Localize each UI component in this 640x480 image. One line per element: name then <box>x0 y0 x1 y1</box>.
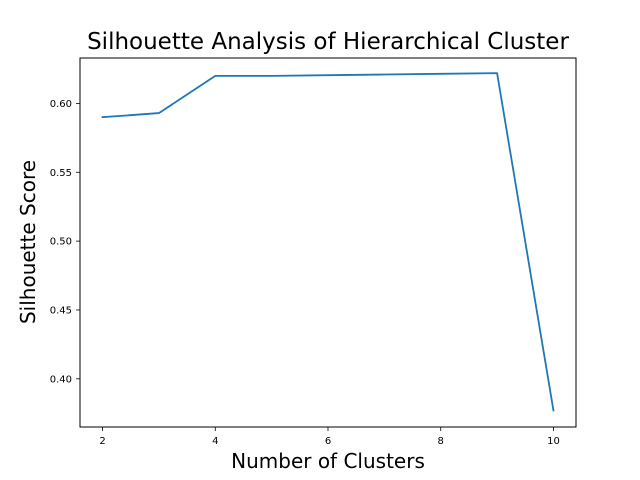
x-tick-label: 8 <box>438 436 444 447</box>
x-tick-label: 10 <box>547 436 560 447</box>
series-layer <box>101 72 555 412</box>
y-tick-label: 0.45 <box>50 305 72 316</box>
plot-area: 2 4 6 8 10 0.40 0.45 0.50 0.55 0.60 <box>50 57 577 447</box>
x-tick-label: 6 <box>325 436 331 447</box>
y-tick-label: 0.50 <box>50 237 72 248</box>
x-axis-ticks: 2 4 6 8 10 <box>99 427 560 447</box>
x-axis-label: Number of Clusters <box>231 449 425 473</box>
y-tick-label: 0.40 <box>50 374 72 385</box>
y-axis-ticks: 0.40 0.45 0.50 0.55 0.60 <box>50 99 80 385</box>
y-tick-label: 0.60 <box>50 99 72 110</box>
x-tick-label: 4 <box>212 436 218 447</box>
y-axis-label: Silhouette Score <box>16 160 40 324</box>
chart-title: Silhouette Analysis of Hierarchical Clus… <box>87 29 569 55</box>
x-tick-label: 2 <box>99 436 105 447</box>
series-line <box>101 72 555 412</box>
y-tick-label: 0.55 <box>50 168 72 179</box>
